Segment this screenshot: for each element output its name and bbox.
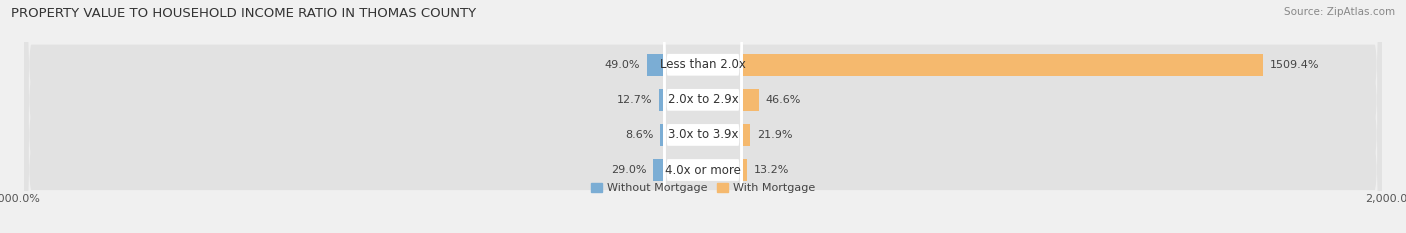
Text: 49.0%: 49.0%: [605, 60, 640, 70]
Bar: [661, 124, 664, 146]
Bar: [742, 159, 747, 181]
FancyBboxPatch shape: [664, 0, 742, 233]
Text: Source: ZipAtlas.com: Source: ZipAtlas.com: [1284, 7, 1395, 17]
Bar: [654, 159, 664, 181]
Text: 1509.4%: 1509.4%: [1270, 60, 1319, 70]
Bar: [659, 89, 664, 111]
Legend: Without Mortgage, With Mortgage: Without Mortgage, With Mortgage: [586, 178, 820, 197]
Bar: [742, 124, 751, 146]
Bar: [647, 54, 664, 76]
Text: Less than 2.0x: Less than 2.0x: [659, 58, 747, 71]
Text: 13.2%: 13.2%: [754, 165, 789, 175]
FancyBboxPatch shape: [664, 0, 742, 233]
Text: 29.0%: 29.0%: [612, 165, 647, 175]
Text: 3.0x to 3.9x: 3.0x to 3.9x: [668, 128, 738, 141]
FancyBboxPatch shape: [24, 0, 1382, 233]
Text: PROPERTY VALUE TO HOUSEHOLD INCOME RATIO IN THOMAS COUNTY: PROPERTY VALUE TO HOUSEHOLD INCOME RATIO…: [11, 7, 477, 20]
Text: 2.0x to 2.9x: 2.0x to 2.9x: [668, 93, 738, 106]
FancyBboxPatch shape: [664, 0, 742, 233]
Bar: [742, 89, 759, 111]
Text: 8.6%: 8.6%: [626, 130, 654, 140]
Text: 12.7%: 12.7%: [617, 95, 652, 105]
Text: 4.0x or more: 4.0x or more: [665, 164, 741, 177]
FancyBboxPatch shape: [24, 0, 1382, 233]
Text: 46.6%: 46.6%: [765, 95, 801, 105]
FancyBboxPatch shape: [664, 0, 742, 233]
FancyBboxPatch shape: [24, 0, 1382, 233]
FancyBboxPatch shape: [24, 0, 1382, 233]
Text: 21.9%: 21.9%: [756, 130, 793, 140]
Bar: [742, 54, 1263, 76]
